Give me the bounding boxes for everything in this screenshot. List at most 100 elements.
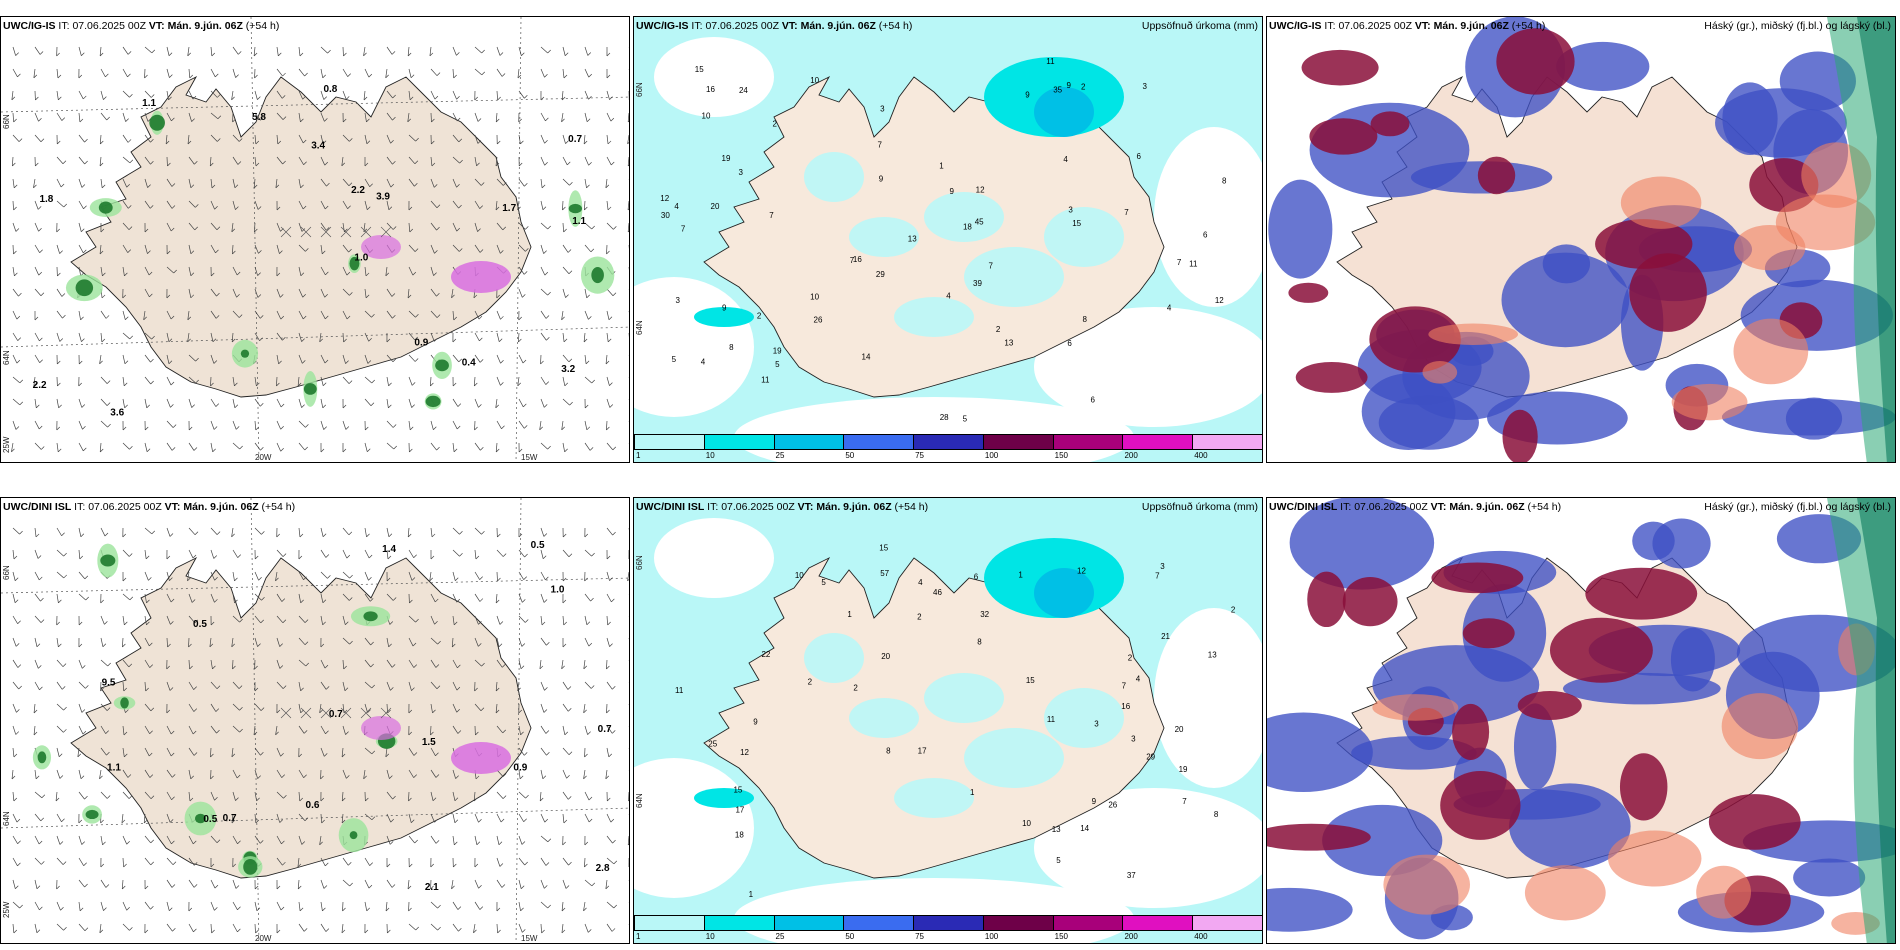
value-label: 39 bbox=[973, 279, 982, 288]
panel-dini-clouds: UWC/DINI ISL IT: 07.06.2025 00Z VT: Mán.… bbox=[1266, 497, 1896, 944]
colorbar-tick: 75 bbox=[915, 932, 925, 941]
colorbar-tick: 25 bbox=[775, 932, 785, 941]
value-label: 1.8 bbox=[39, 194, 53, 205]
lat-label-66n: 66N bbox=[2, 114, 11, 129]
value-label: 12 bbox=[1077, 566, 1086, 575]
value-label: 15 bbox=[1026, 676, 1035, 685]
value-label: 13 bbox=[1208, 650, 1217, 659]
value-label: 2 bbox=[853, 684, 858, 693]
value-label: 2 bbox=[1231, 606, 1236, 615]
lon-label-25w: 25W bbox=[2, 436, 11, 453]
panel-dini-wind: UWC/DINI ISL IT: 07.06.2025 00Z VT: Mán.… bbox=[0, 497, 630, 944]
colorbar-segment bbox=[1192, 434, 1262, 450]
colorbar-segment bbox=[1192, 915, 1262, 931]
value-label: 17 bbox=[918, 747, 927, 756]
value-label: 4 bbox=[918, 578, 923, 587]
colorbar-segment bbox=[913, 434, 984, 450]
panel-title: UWC/DINI ISL IT: 07.06.2025 00Z VT: Mán.… bbox=[636, 501, 929, 513]
value-label: 26 bbox=[1108, 801, 1117, 810]
wind-map[interactable]: 3.4 0.7 1.7 1.1 0.4 2.2 1.0 0.9 0.8 3.2 1.8 2.2 3.9 3… bbox=[1, 17, 630, 463]
value-label: 10 bbox=[810, 292, 819, 301]
value-label: 8 bbox=[1222, 176, 1227, 185]
value-label: 19 bbox=[722, 154, 731, 163]
colorbar-tick: 50 bbox=[845, 451, 855, 460]
lon-label-15w: 15W bbox=[521, 934, 538, 943]
value-label: 5 bbox=[775, 360, 780, 369]
value-label: 18 bbox=[963, 222, 972, 231]
value-label: 2.8 bbox=[596, 863, 610, 874]
value-label: 0.9 bbox=[513, 762, 527, 773]
value-label: 1 bbox=[939, 162, 944, 171]
value-label: 4 bbox=[946, 292, 951, 301]
colorbar-tick: 400 bbox=[1194, 451, 1208, 460]
colorbar-segment bbox=[703, 915, 775, 931]
value-label: 13 bbox=[1052, 825, 1061, 834]
cloud-map[interactable] bbox=[1267, 17, 1896, 463]
value-label: 7 bbox=[681, 224, 686, 233]
value-label: 1.1 bbox=[142, 98, 156, 109]
value-label: 2 bbox=[1128, 654, 1133, 663]
colorbar-tick: 150 bbox=[1054, 451, 1069, 460]
panel-parameter: Háský (gr.), miðský (fj.bl.) og lágský (… bbox=[1704, 501, 1891, 513]
value-label: 0.5 bbox=[193, 619, 207, 630]
value-label: 11 bbox=[675, 686, 684, 695]
panel-title: UWC/IG-IS IT: 07.06.2025 00Z VT: Mán. 9.… bbox=[3, 20, 280, 32]
colorbar-tick: 150 bbox=[1054, 932, 1069, 941]
value-label: 5 bbox=[1056, 856, 1061, 865]
value-label: 2 bbox=[808, 678, 813, 687]
value-label: 11 bbox=[1046, 57, 1055, 66]
value-label: 3 bbox=[738, 168, 743, 177]
value-label: 6 bbox=[1090, 396, 1095, 405]
value-label: 10 bbox=[1022, 819, 1031, 828]
value-label: 20 bbox=[711, 202, 720, 211]
value-label: 1 bbox=[970, 788, 975, 797]
value-label: 46 bbox=[933, 588, 942, 597]
value-label: 11 bbox=[1047, 715, 1056, 724]
value-label: 5 bbox=[821, 578, 826, 587]
value-label: 3.6 bbox=[110, 408, 124, 419]
panel-ig-is-wind: UWC/IG-IS IT: 07.06.2025 00Z VT: Mán. 9.… bbox=[0, 16, 630, 463]
value-label: 19 bbox=[773, 347, 782, 356]
value-label: 3 bbox=[1131, 734, 1136, 743]
colorbar-tick: 1 bbox=[636, 932, 641, 941]
value-label: 6 bbox=[1067, 339, 1072, 348]
value-label: 29 bbox=[876, 270, 885, 279]
colorbar-segment bbox=[843, 915, 915, 931]
panel-dini-precip: UWC/DINI ISL IT: 07.06.2025 00Z VT: Mán.… bbox=[633, 497, 1263, 944]
colorbar-segment bbox=[773, 915, 845, 931]
precip-map[interactable]: 3277965154237101918161211457491015878613… bbox=[634, 17, 1263, 463]
value-label: 4 bbox=[1063, 155, 1068, 164]
value-label: 15 bbox=[733, 785, 742, 794]
value-label: 12 bbox=[1215, 296, 1224, 305]
panel-ig-is-precip: UWC/IG-IS IT: 07.06.2025 00Z VT: Mán. 9.… bbox=[633, 16, 1263, 463]
cloud-map[interactable] bbox=[1267, 498, 1896, 944]
wind-map[interactable]: 0.5 1.5 2.1 0.6 0.7 0.7 2.8 9.5 0.5 1.1 0.9 1.4 0.5 0… bbox=[1, 498, 630, 944]
lon-label-20w: 20W bbox=[255, 934, 272, 943]
value-label: 0.5 bbox=[531, 540, 545, 551]
value-label: 16 bbox=[853, 255, 862, 264]
value-label: 21 bbox=[1161, 632, 1170, 641]
value-label: 7 bbox=[989, 261, 994, 270]
colorbar-segment bbox=[1052, 434, 1124, 450]
value-label: 7 bbox=[1155, 572, 1160, 581]
panel-ig-is-clouds: UWC/IG-IS IT: 07.06.2025 00Z VT: Mán. 9.… bbox=[1266, 16, 1896, 463]
value-label: 26 bbox=[814, 316, 823, 325]
value-label: 19 bbox=[1179, 765, 1188, 774]
value-label: 9 bbox=[1025, 91, 1030, 100]
value-label: 13 bbox=[1004, 339, 1013, 348]
value-label: 14 bbox=[1080, 824, 1089, 833]
colorbar-tick: 50 bbox=[845, 932, 855, 941]
value-label: 45 bbox=[975, 217, 984, 226]
value-label: 1.5 bbox=[422, 737, 436, 748]
value-label: 9 bbox=[753, 718, 758, 727]
value-label: 7 bbox=[769, 211, 774, 220]
value-label: 25 bbox=[708, 739, 717, 748]
colorbar-segment bbox=[634, 434, 705, 450]
precip-map[interactable]: 2031514371021516198127263713461832201721… bbox=[634, 498, 1263, 944]
value-label: 0.8 bbox=[323, 84, 337, 95]
value-label: 2 bbox=[757, 311, 762, 320]
value-label: 18 bbox=[735, 830, 744, 839]
value-label: 10 bbox=[810, 76, 819, 85]
value-label: 2.2 bbox=[33, 380, 47, 391]
value-label: 57 bbox=[880, 569, 889, 578]
